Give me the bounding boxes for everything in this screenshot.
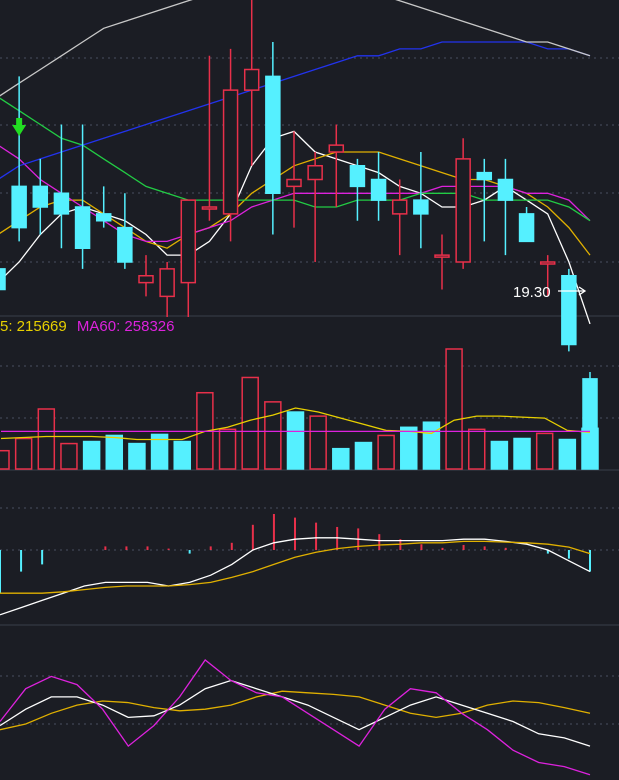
volume-bar [0,449,10,470]
macd-line-0 [0,537,591,616]
volume-bar [422,421,441,470]
candle-body [138,275,154,284]
volume-bar [105,434,124,470]
candle-body [349,165,366,188]
volume-bar [264,401,282,470]
volume-bar [218,428,237,470]
candle-body [53,192,70,215]
kdj-line-1 [0,679,591,747]
candle-body [286,178,302,188]
volume-bar [60,442,78,470]
kdj-line-0 [0,690,591,731]
last-price-label: 19.30 [513,284,551,301]
candle-body [476,171,493,181]
volume-bar [241,376,259,470]
candle-body [391,199,408,215]
volume-bar [173,440,191,470]
volume-bar [445,348,463,470]
price-ma-line-4 [0,41,591,179]
volume-bar [354,441,373,470]
volume-bar [558,438,577,470]
candle-body [222,89,239,215]
volume-bar [128,442,146,470]
macd-line-1 [0,540,591,594]
volume-bar [490,440,509,470]
candle-body [201,206,218,210]
volume-bar [467,428,486,470]
buy-signal-icon [12,118,27,136]
kdj-line-2 [0,659,591,776]
candle-body [11,185,27,229]
candle-body [74,206,91,249]
candle-body [455,158,471,263]
candle-body [497,178,514,201]
candle-body [518,213,535,243]
candle-body [95,213,112,222]
volume-bar [581,427,599,470]
candle-body [180,199,197,284]
volume-bar [535,432,554,470]
last-price-arrow-icon [558,286,587,296]
volume-bar [14,437,33,470]
candle-body [434,254,450,258]
candle-body [32,185,49,208]
price-ma-line-3 [0,97,591,222]
candle-body [370,178,387,201]
volume-bar [37,408,56,470]
volume-bar [309,415,327,470]
price-ma-line-5 [0,0,591,97]
volume-ma5-legend: 5: 215669 [0,318,67,335]
candle-body [243,68,260,91]
candle-body [539,261,556,265]
volume-legend: 5: 215669 MA60: 258326 [0,318,180,335]
candle-body [561,275,577,346]
candle-body [0,268,6,291]
candle-body [117,226,133,263]
volume-ma60-legend: MA60: 258326 [76,318,175,335]
volume-bar [400,426,418,470]
candle-body [307,165,323,181]
volume-bar [513,437,531,470]
volume-bar [377,434,395,470]
volume-bar [82,440,101,470]
candle-body [328,144,345,153]
volume-ma-line-0 [0,407,591,441]
candle-body [265,75,281,194]
volume-bar [150,433,169,470]
candle-body [159,268,175,298]
volume-bar [332,447,350,470]
volume-bar [286,411,305,470]
candle-body [413,199,429,215]
